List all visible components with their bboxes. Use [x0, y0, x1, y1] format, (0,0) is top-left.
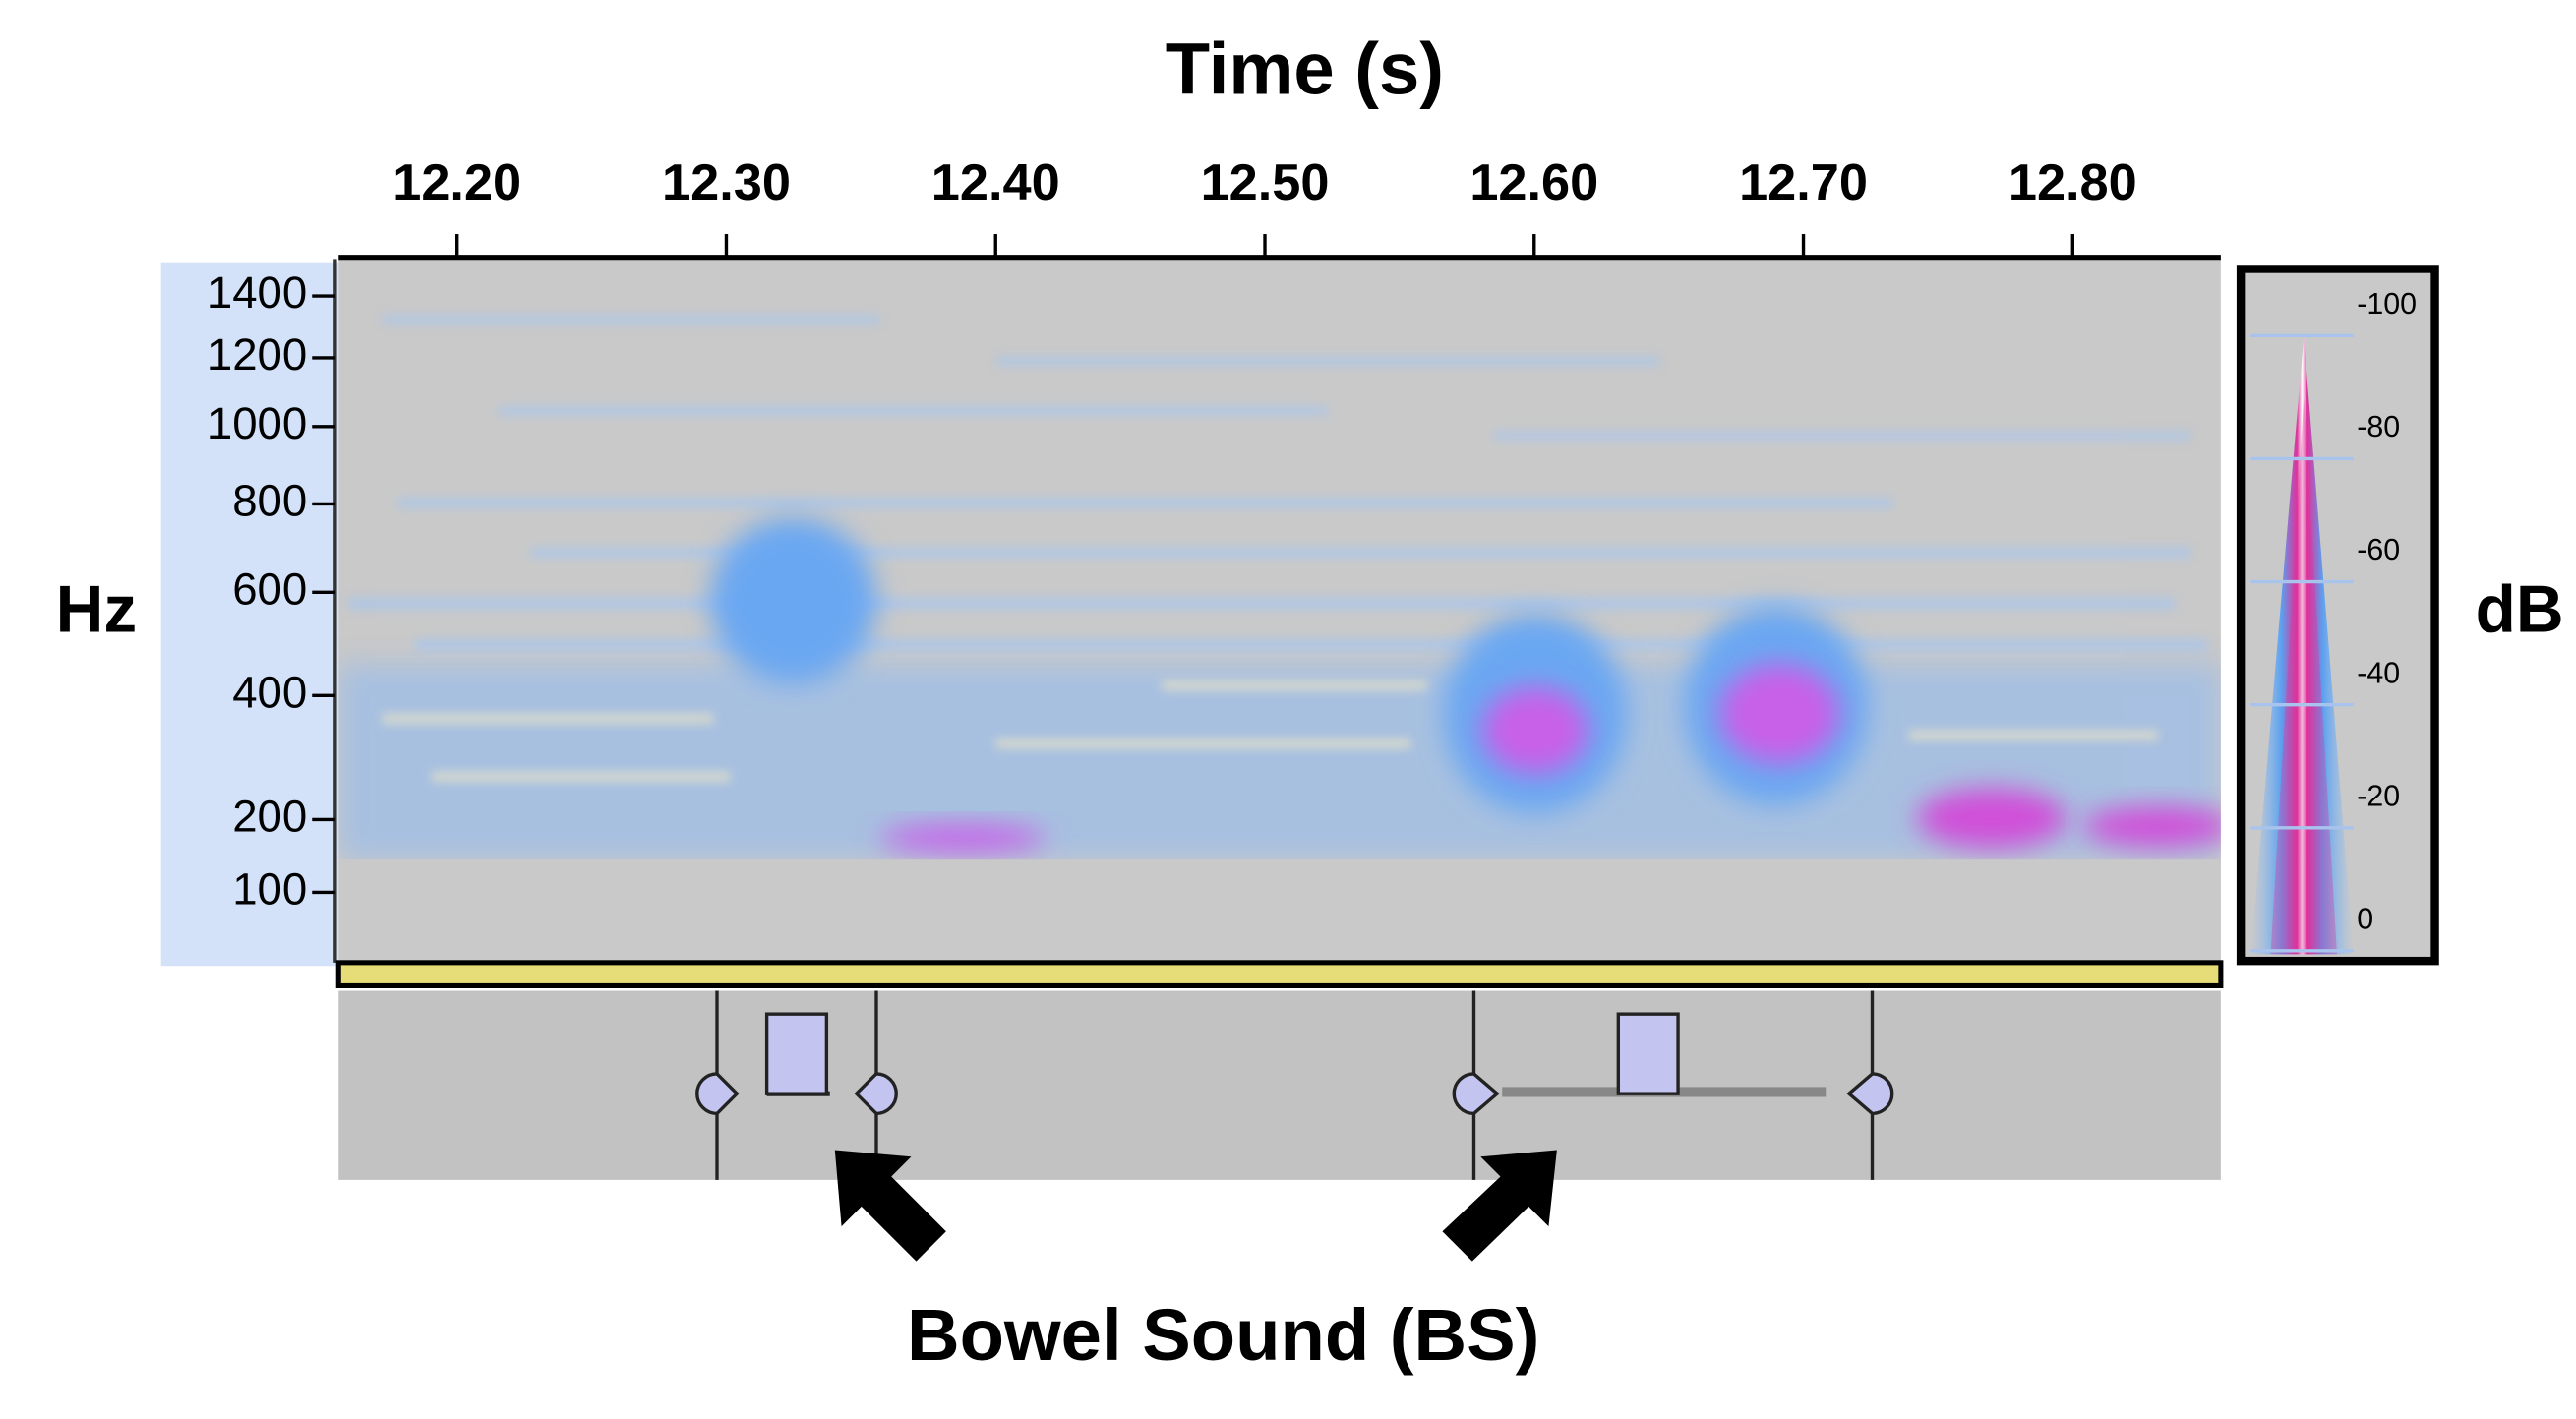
annotation: Bowel Sound (BS): [907, 1294, 1539, 1376]
y-tick-label: 1200: [208, 329, 307, 380]
arrows: [834, 1150, 1557, 1262]
axis-panel: [160, 262, 339, 967]
label-track: [338, 990, 2221, 1180]
y-tick-label: 200: [232, 791, 307, 841]
x-tick-label: 12.80: [2008, 154, 2137, 211]
y-tick-label: 600: [232, 563, 307, 614]
x-tick-label: 12.30: [662, 154, 791, 211]
x-tick-label: 12.60: [1469, 154, 1598, 211]
y-axis-title: Hz: [56, 572, 138, 646]
x-tick-label: 12.40: [931, 154, 1060, 211]
colorbar-tick-label: -80: [2357, 411, 2400, 443]
colorbar-title: dB: [2476, 572, 2564, 646]
y-tick-label: 800: [232, 475, 307, 525]
y-tick-label: 100: [232, 863, 307, 914]
track-divider: [335, 960, 2224, 988]
colorbar-tick-label: -60: [2357, 534, 2400, 566]
colorbar-tick-label: -100: [2357, 288, 2417, 321]
x-axis-title: Time (s): [1166, 29, 1444, 110]
y-tick-label: 1000: [208, 398, 307, 448]
colorbar-tick-label: 0: [2357, 904, 2373, 936]
colorbar-tick-label: -20: [2357, 780, 2400, 812]
x-tick-label: 12.50: [1201, 154, 1330, 211]
y-tick-label: 1400: [208, 267, 307, 318]
colorbar-tick-label: -40: [2357, 657, 2400, 689]
x-tick-label: 12.20: [392, 154, 521, 211]
colorbar-spectrum: [2250, 336, 2354, 955]
y-tick-label: 400: [232, 667, 307, 717]
label-handles: [695, 1012, 1894, 1116]
spectrogram-texture: [338, 315, 2221, 960]
x-tick-label: 12.70: [1739, 154, 1868, 211]
